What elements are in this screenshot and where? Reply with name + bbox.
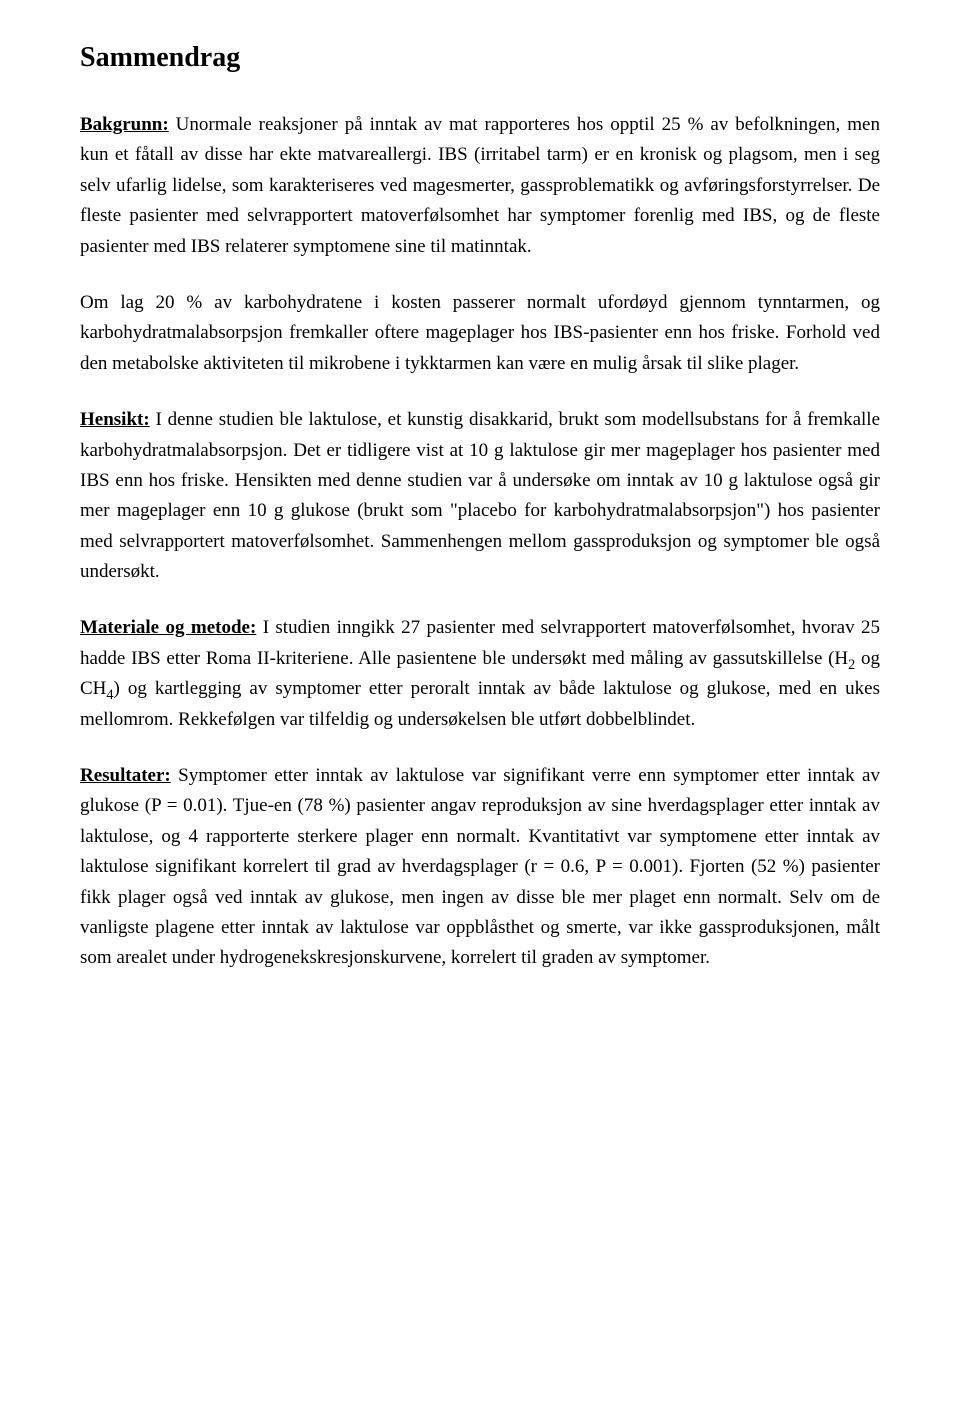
section-label-resultater: Resultater:: [80, 765, 171, 786]
section-label-materiale: Materiale og metode:: [80, 617, 256, 638]
section-label-hensikt: Hensikt:: [80, 409, 150, 430]
paragraph-bakgrunn-1: Bakgrunn: Unormale reaksjoner på inntak …: [80, 110, 880, 262]
paragraph-hensikt: Hensikt: I denne studien ble laktulose, …: [80, 405, 880, 587]
text-materiale-c: ) og kartlegging av symptomer etter pero…: [80, 678, 880, 729]
subscript-ch4: 4: [106, 687, 113, 703]
paragraph-bakgrunn-2: Om lag 20 % av karbohydratene i kosten p…: [80, 288, 880, 379]
section-label-bakgrunn: Bakgrunn:: [80, 114, 169, 135]
paragraph-materiale: Materiale og metode: I studien inngikk 2…: [80, 613, 880, 735]
paragraph-resultater: Resultater: Symptomer etter inntak av la…: [80, 761, 880, 974]
text-resultater: Symptomer etter inntak av laktulose var …: [80, 765, 880, 968]
document-page: Sammendrag Bakgrunn: Unormale reaksjoner…: [0, 0, 960, 1060]
text-hensikt: I denne studien ble laktulose, et kunsti…: [80, 409, 880, 582]
page-title: Sammendrag: [80, 42, 880, 74]
text-bakgrunn-1: Unormale reaksjoner på inntak av mat rap…: [80, 114, 880, 257]
